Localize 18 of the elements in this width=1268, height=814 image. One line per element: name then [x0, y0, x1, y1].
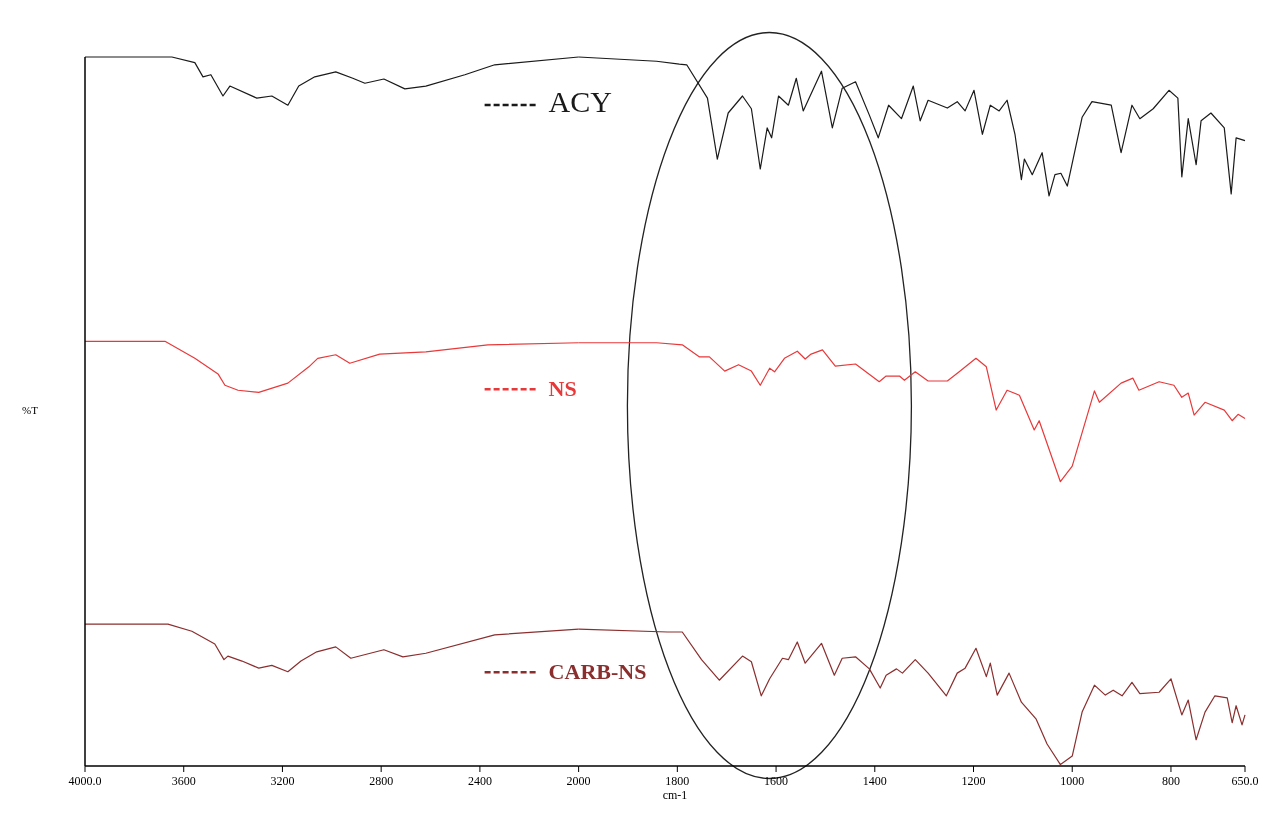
x-tick-label: 650.0 — [1231, 774, 1259, 788]
x-tick-label: 4000.0 — [68, 774, 102, 788]
legend-label: ACY — [548, 85, 612, 118]
x-tick-label: 1800 — [665, 774, 690, 788]
legend-label: CARB-NS — [548, 659, 647, 685]
x-tick-label: 1400 — [862, 774, 887, 788]
x-tick-label: 1200 — [961, 774, 986, 788]
x-tick-label: 2000 — [566, 774, 591, 788]
y-axis-title: %T — [22, 403, 39, 416]
x-tick-label: 3200 — [270, 774, 295, 788]
x-axis-title: cm-1 — [662, 788, 688, 802]
x-tick-label: 800 — [1161, 774, 1180, 788]
x-tick-label: 3600 — [171, 774, 196, 788]
x-tick-label: 1600 — [764, 774, 789, 788]
x-tick-label: 2800 — [369, 774, 394, 788]
x-tick-label: 1000 — [1060, 774, 1085, 788]
x-tick-label: 2400 — [467, 774, 492, 788]
legend-label: NS — [548, 376, 577, 402]
